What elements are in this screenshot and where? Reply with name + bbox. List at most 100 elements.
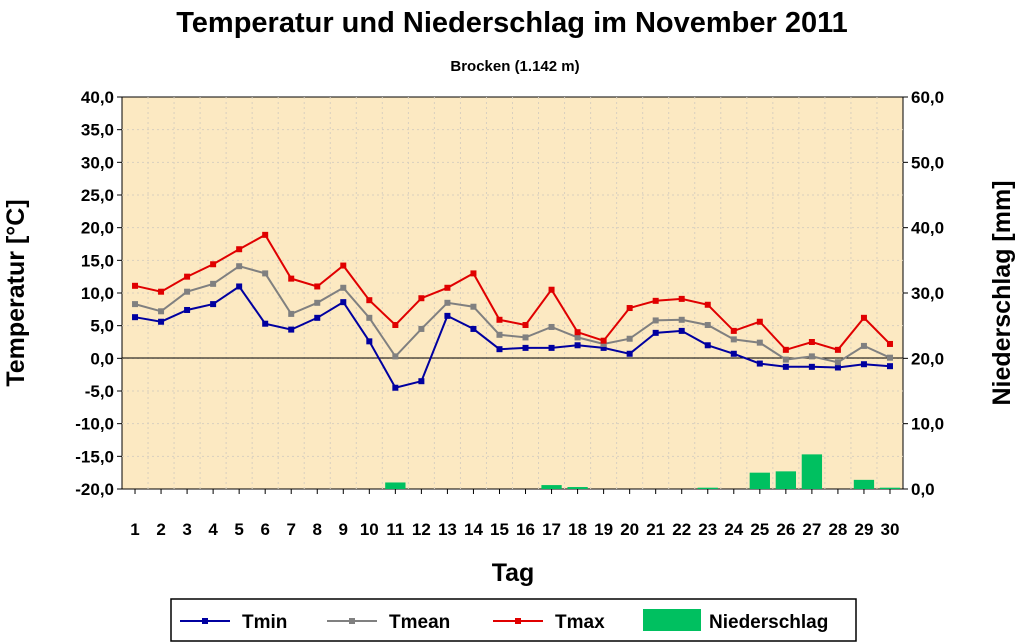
point-tmax: [366, 297, 373, 304]
point-tmax: [262, 231, 269, 238]
x-tick-label: 22: [672, 520, 691, 539]
point-tmean: [496, 331, 503, 338]
series-line-tmin: [134, 285, 891, 389]
point-tmax: [314, 283, 321, 290]
point-tmean: [340, 284, 347, 291]
y-tick-label: -20,0: [75, 480, 114, 499]
x-tick-label: 6: [260, 520, 269, 539]
point-tmin: [236, 283, 243, 290]
gridlines: [122, 97, 903, 489]
point-tmin: [626, 350, 633, 357]
y-axis-label: Temperatur [°C]: [2, 199, 30, 386]
point-tmin: [574, 342, 581, 349]
point-tmean: [262, 270, 269, 277]
point-tmin: [470, 325, 477, 332]
point-tmean: [184, 288, 191, 295]
point-tmean: [886, 354, 893, 361]
point-tmin: [288, 326, 295, 333]
y-tick-label: -10,0: [75, 415, 114, 434]
series-line-tmean: [134, 265, 891, 364]
point-tmean: [782, 356, 789, 363]
point-tmin: [522, 344, 529, 351]
x-tick-label: 24: [724, 520, 743, 539]
temperature-lines: [132, 231, 893, 391]
x-tick-label: 11: [386, 520, 404, 539]
point-tmax: [652, 297, 659, 304]
x-tick-label: 16: [516, 520, 535, 539]
x-tick-label: 25: [750, 520, 769, 539]
point-tmax: [834, 346, 841, 353]
y2-tick-label: 40,0: [911, 219, 944, 238]
point-tmin: [548, 344, 555, 351]
point-tmin: [262, 320, 269, 327]
x-tick-label: 27: [802, 520, 821, 539]
precip-bar: [801, 454, 823, 489]
legend-label-tmin: Tmin: [242, 612, 287, 633]
point-tmean: [730, 336, 737, 343]
x-tick-label: 9: [339, 520, 348, 539]
x-tick-label: 4: [208, 520, 218, 539]
x-tick-label: 18: [568, 520, 587, 539]
y-tick-label: -15,0: [75, 447, 114, 466]
point-tmax: [340, 262, 347, 269]
y2-tick-label: 60,0: [911, 88, 944, 107]
point-tmin: [418, 378, 425, 385]
point-tmean: [288, 310, 295, 317]
point-tmax: [678, 295, 685, 302]
point-tmean: [314, 299, 321, 306]
y2-tick-label: 20,0: [911, 349, 944, 368]
chart-title: Temperatur und Niederschlag im November …: [176, 7, 848, 39]
point-tmin: [366, 338, 373, 345]
chart-subtitle: Brocken (1.142 m): [450, 58, 579, 75]
point-tmean: [366, 314, 373, 321]
precip-bar: [541, 485, 562, 489]
point-tmean: [236, 263, 243, 270]
x-tick-label: 5: [234, 520, 243, 539]
point-tmean: [678, 316, 685, 323]
y2-tick-label: 50,0: [911, 153, 944, 172]
point-tmean: [626, 335, 633, 342]
legend-label-tmax: Tmax: [555, 612, 605, 633]
point-tmin: [886, 363, 893, 370]
precip-bars: [385, 454, 901, 489]
x-tick-label: 20: [620, 520, 639, 539]
y-axis-left-ticks: 40,0 35,0 30,0 25,0 20,0 15,0 10,0 5,0 0,0 -5,0 -1…: [75, 88, 122, 499]
precip-bar: [567, 487, 588, 489]
point-tmin: [444, 312, 451, 319]
x-tick-label: 7: [286, 520, 295, 539]
precip-bar: [385, 482, 406, 489]
point-tmin: [808, 363, 815, 370]
point-tmax: [210, 261, 217, 268]
x-tick-label: 2: [156, 520, 165, 539]
point-tmax: [808, 339, 815, 345]
point-tmin: [756, 360, 763, 367]
point-tmax: [132, 282, 139, 289]
point-tmean: [704, 322, 711, 329]
point-tmax: [418, 295, 425, 302]
point-tmax: [470, 270, 477, 277]
x-tick-label: 8: [313, 520, 322, 539]
point-tmin: [496, 346, 503, 353]
point-tmax: [574, 329, 581, 336]
series-line-tmax: [134, 233, 891, 351]
x-tick-label: 12: [412, 520, 431, 539]
y-tick-label: 5,0: [90, 317, 114, 336]
point-tmean: [834, 359, 841, 366]
x-tick-label: 14: [464, 520, 483, 539]
point-tmean: [548, 323, 555, 330]
legend-label-niederschlag: Niederschlag: [709, 612, 828, 633]
point-tmin: [782, 363, 789, 370]
point-tmean: [652, 317, 659, 324]
point-tmax: [236, 246, 243, 253]
point-tmin: [392, 384, 399, 391]
x-tick-label: 29: [854, 520, 873, 539]
point-tmax: [184, 273, 191, 280]
x-tick-label: 17: [542, 520, 561, 539]
y2-tick-label: 10,0: [911, 415, 944, 434]
x-axis-label: Tag: [492, 559, 535, 587]
legend-marker-tmean: [349, 618, 355, 624]
point-tmean: [574, 334, 581, 341]
y-tick-label: 40,0: [81, 88, 114, 107]
point-tmean: [132, 301, 139, 308]
point-tmin: [210, 301, 217, 308]
